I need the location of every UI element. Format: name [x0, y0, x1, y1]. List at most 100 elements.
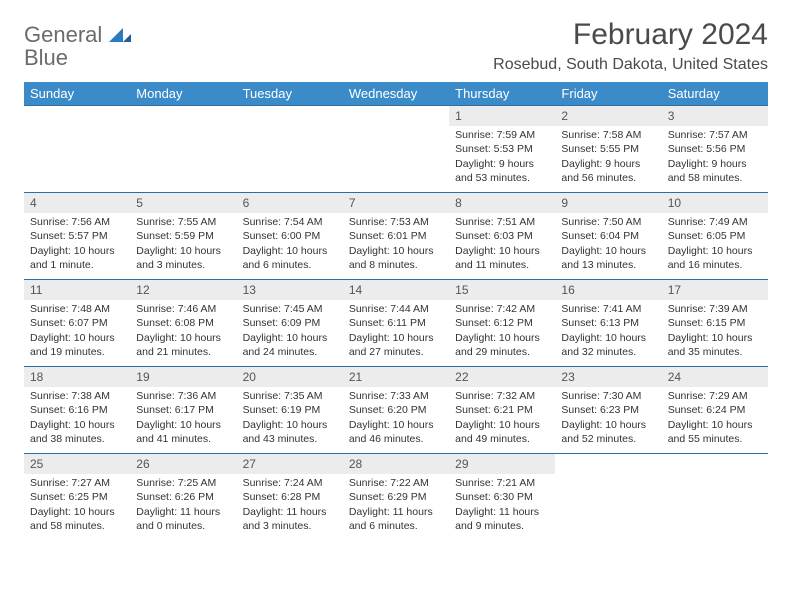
sunset-text: Sunset: 6:08 PM [136, 316, 230, 330]
sunset-text: Sunset: 5:53 PM [455, 142, 549, 156]
weekday-label: Saturday [662, 82, 768, 105]
daylight-text: Daylight: 11 hours and 0 minutes. [136, 505, 230, 533]
sunrise-text: Sunrise: 7:46 AM [136, 302, 230, 316]
sunset-text: Sunset: 6:19 PM [243, 403, 337, 417]
sunrise-text: Sunrise: 7:50 AM [561, 215, 655, 229]
sunset-text: Sunset: 6:13 PM [561, 316, 655, 330]
daylight-text: Daylight: 10 hours and 55 minutes. [668, 418, 762, 446]
cell-body: Sunrise: 7:39 AMSunset: 6:15 PMDaylight:… [662, 300, 768, 363]
day-number: 26 [130, 454, 236, 474]
sunrise-text: Sunrise: 7:45 AM [243, 302, 337, 316]
cell-body: Sunrise: 7:30 AMSunset: 6:23 PMDaylight:… [555, 387, 661, 450]
cell-body: Sunrise: 7:59 AMSunset: 5:53 PMDaylight:… [449, 126, 555, 189]
cell-body: Sunrise: 7:55 AMSunset: 5:59 PMDaylight:… [130, 213, 236, 276]
day-number: 2 [555, 106, 661, 126]
sunset-text: Sunset: 6:12 PM [455, 316, 549, 330]
calendar-cell: 12Sunrise: 7:46 AMSunset: 6:08 PMDayligh… [130, 280, 236, 366]
calendar-cell: 22Sunrise: 7:32 AMSunset: 6:21 PMDayligh… [449, 367, 555, 453]
daylight-text: Daylight: 10 hours and 46 minutes. [349, 418, 443, 446]
calendar-cell: 8Sunrise: 7:51 AMSunset: 6:03 PMDaylight… [449, 193, 555, 279]
sunset-text: Sunset: 5:56 PM [668, 142, 762, 156]
brand-general: General [24, 22, 102, 47]
sunrise-text: Sunrise: 7:38 AM [30, 389, 124, 403]
cell-body: Sunrise: 7:44 AMSunset: 6:11 PMDaylight:… [343, 300, 449, 363]
daylight-text: Daylight: 9 hours and 56 minutes. [561, 157, 655, 185]
cell-body: Sunrise: 7:53 AMSunset: 6:01 PMDaylight:… [343, 213, 449, 276]
daylight-text: Daylight: 10 hours and 35 minutes. [668, 331, 762, 359]
daylight-text: Daylight: 10 hours and 21 minutes. [136, 331, 230, 359]
sunset-text: Sunset: 6:00 PM [243, 229, 337, 243]
calendar-cell: 7Sunrise: 7:53 AMSunset: 6:01 PMDaylight… [343, 193, 449, 279]
day-number: 28 [343, 454, 449, 474]
calendar-week: 1Sunrise: 7:59 AMSunset: 5:53 PMDaylight… [24, 105, 768, 192]
sunrise-text: Sunrise: 7:56 AM [30, 215, 124, 229]
sunset-text: Sunset: 6:05 PM [668, 229, 762, 243]
daylight-text: Daylight: 10 hours and 29 minutes. [455, 331, 549, 359]
day-number: 22 [449, 367, 555, 387]
sunset-text: Sunset: 6:30 PM [455, 490, 549, 504]
sunrise-text: Sunrise: 7:51 AM [455, 215, 549, 229]
month-title: February 2024 [493, 18, 768, 52]
sunset-text: Sunset: 6:25 PM [30, 490, 124, 504]
weekday-label: Monday [130, 82, 236, 105]
cell-body: Sunrise: 7:48 AMSunset: 6:07 PMDaylight:… [24, 300, 130, 363]
sunrise-text: Sunrise: 7:36 AM [136, 389, 230, 403]
calendar-cell: 27Sunrise: 7:24 AMSunset: 6:28 PMDayligh… [237, 454, 343, 540]
calendar-cell: 9Sunrise: 7:50 AMSunset: 6:04 PMDaylight… [555, 193, 661, 279]
cell-body: Sunrise: 7:57 AMSunset: 5:56 PMDaylight:… [662, 126, 768, 189]
sunrise-text: Sunrise: 7:54 AM [243, 215, 337, 229]
day-number: 6 [237, 193, 343, 213]
calendar-cell: 23Sunrise: 7:30 AMSunset: 6:23 PMDayligh… [555, 367, 661, 453]
sunset-text: Sunset: 6:04 PM [561, 229, 655, 243]
sunrise-text: Sunrise: 7:44 AM [349, 302, 443, 316]
daylight-text: Daylight: 10 hours and 13 minutes. [561, 244, 655, 272]
calendar-cell: 25Sunrise: 7:27 AMSunset: 6:25 PMDayligh… [24, 454, 130, 540]
cell-body: Sunrise: 7:21 AMSunset: 6:30 PMDaylight:… [449, 474, 555, 537]
calendar-cell: 17Sunrise: 7:39 AMSunset: 6:15 PMDayligh… [662, 280, 768, 366]
weekday-label: Tuesday [237, 82, 343, 105]
sunset-text: Sunset: 6:20 PM [349, 403, 443, 417]
daylight-text: Daylight: 9 hours and 58 minutes. [668, 157, 762, 185]
daylight-text: Daylight: 10 hours and 38 minutes. [30, 418, 124, 446]
sunrise-text: Sunrise: 7:29 AM [668, 389, 762, 403]
calendar-cell: 15Sunrise: 7:42 AMSunset: 6:12 PMDayligh… [449, 280, 555, 366]
calendar-cell [662, 454, 768, 540]
calendar-cell [555, 454, 661, 540]
daylight-text: Daylight: 10 hours and 41 minutes. [136, 418, 230, 446]
sunset-text: Sunset: 6:16 PM [30, 403, 124, 417]
sunrise-text: Sunrise: 7:25 AM [136, 476, 230, 490]
sunset-text: Sunset: 5:59 PM [136, 229, 230, 243]
day-number: 7 [343, 193, 449, 213]
sunset-text: Sunset: 6:29 PM [349, 490, 443, 504]
sunrise-text: Sunrise: 7:53 AM [349, 215, 443, 229]
sunset-text: Sunset: 6:11 PM [349, 316, 443, 330]
daylight-text: Daylight: 10 hours and 32 minutes. [561, 331, 655, 359]
sunset-text: Sunset: 6:09 PM [243, 316, 337, 330]
cell-body: Sunrise: 7:27 AMSunset: 6:25 PMDaylight:… [24, 474, 130, 537]
day-number: 13 [237, 280, 343, 300]
cell-body: Sunrise: 7:33 AMSunset: 6:20 PMDaylight:… [343, 387, 449, 450]
calendar-week: 25Sunrise: 7:27 AMSunset: 6:25 PMDayligh… [24, 453, 768, 540]
sunrise-text: Sunrise: 7:30 AM [561, 389, 655, 403]
day-number: 3 [662, 106, 768, 126]
daylight-text: Daylight: 10 hours and 11 minutes. [455, 244, 549, 272]
day-number: 16 [555, 280, 661, 300]
day-number: 24 [662, 367, 768, 387]
day-number: 27 [237, 454, 343, 474]
day-number: 1 [449, 106, 555, 126]
cell-body: Sunrise: 7:50 AMSunset: 6:04 PMDaylight:… [555, 213, 661, 276]
sunset-text: Sunset: 6:28 PM [243, 490, 337, 504]
sunset-text: Sunset: 6:01 PM [349, 229, 443, 243]
weeks-container: 1Sunrise: 7:59 AMSunset: 5:53 PMDaylight… [24, 105, 768, 540]
daylight-text: Daylight: 10 hours and 49 minutes. [455, 418, 549, 446]
daylight-text: Daylight: 10 hours and 8 minutes. [349, 244, 443, 272]
calendar-cell: 5Sunrise: 7:55 AMSunset: 5:59 PMDaylight… [130, 193, 236, 279]
sunset-text: Sunset: 6:07 PM [30, 316, 124, 330]
cell-body: Sunrise: 7:42 AMSunset: 6:12 PMDaylight:… [449, 300, 555, 363]
calendar-cell: 24Sunrise: 7:29 AMSunset: 6:24 PMDayligh… [662, 367, 768, 453]
daylight-text: Daylight: 10 hours and 6 minutes. [243, 244, 337, 272]
calendar-cell: 28Sunrise: 7:22 AMSunset: 6:29 PMDayligh… [343, 454, 449, 540]
calendar-cell: 20Sunrise: 7:35 AMSunset: 6:19 PMDayligh… [237, 367, 343, 453]
calendar-cell: 6 Sunrise: 7:54 AMSunset: 6:00 PMDaylight… [237, 193, 343, 279]
brand-blue: Blue [24, 45, 68, 70]
